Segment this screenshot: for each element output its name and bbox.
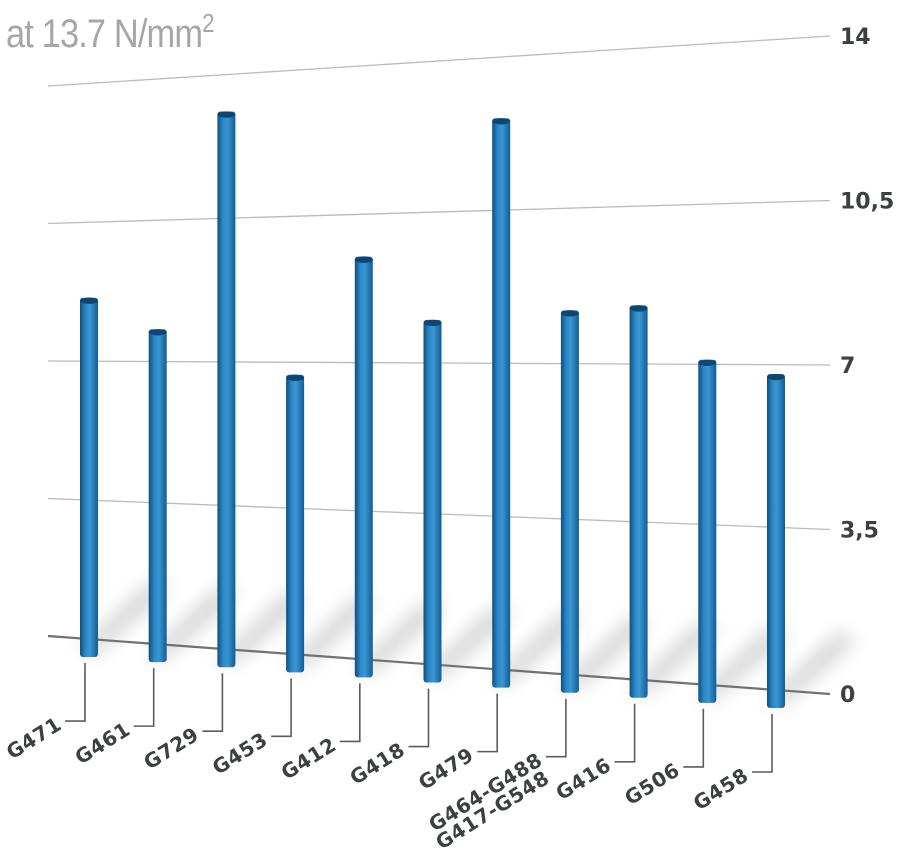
- x-tick-label: G418: [345, 737, 409, 789]
- bar-cap: [354, 256, 373, 263]
- x-tick-label: G461: [71, 717, 135, 769]
- bar-cap: [560, 310, 579, 317]
- bar-shadow: [767, 633, 856, 702]
- y-tick-label: 0: [840, 683, 855, 708]
- bar-shadow: [148, 588, 238, 657]
- chart-title-text: at 13.7 N/mm: [6, 12, 203, 56]
- x-tick-leader: [614, 703, 636, 763]
- bar-shadows: [80, 583, 856, 702]
- x-tick-leader: [683, 708, 705, 768]
- bar-shadow: [698, 628, 788, 697]
- bar-cap: [80, 297, 98, 304]
- bar-cap: [698, 359, 717, 366]
- bar: [148, 329, 167, 663]
- bar: [767, 374, 785, 708]
- bar-cap: [217, 111, 236, 118]
- x-tick-leader: [477, 693, 498, 753]
- bar: [423, 319, 442, 683]
- bar-cap: [423, 319, 442, 327]
- bar-shadow: [629, 623, 719, 692]
- x-tick-leader: [339, 683, 361, 743]
- bar: [560, 310, 579, 693]
- bar-shadow: [423, 608, 513, 677]
- x-tick-label: G412: [277, 732, 341, 784]
- bar-shadow: [492, 613, 582, 682]
- bar-shadow: [80, 583, 169, 652]
- x-tick-label: G416: [552, 753, 616, 805]
- bar: [80, 297, 98, 658]
- bar-cap: [286, 374, 305, 381]
- y-tick-label: 3,5: [840, 519, 879, 544]
- y-tick-label: 7: [840, 354, 855, 379]
- bar-cap: [629, 305, 648, 312]
- y-axis-ticks: 0 3,5 7 10,5 14: [840, 25, 894, 708]
- x-tick-label: G453: [208, 727, 272, 779]
- x-tick-label: G479: [414, 743, 478, 795]
- x-tick-leader: [133, 668, 155, 727]
- y-tick-label: 14: [840, 25, 871, 50]
- x-tick-leader: [545, 698, 567, 758]
- x-axis-ticks: G471 G461 G729 G453 G412 G418 G479G464-G488G41…: [2, 663, 773, 854]
- grid-line: [47, 35, 831, 87]
- x-tick-label: G471: [2, 712, 66, 764]
- bar-shadow: [354, 603, 444, 672]
- bar: [492, 118, 511, 688]
- bar: [354, 256, 373, 678]
- bar: [629, 305, 648, 698]
- bar-shadow: [286, 598, 376, 667]
- x-tick-label: G458: [689, 763, 753, 815]
- bar-cap: [492, 118, 511, 125]
- x-tick-leader: [202, 673, 224, 733]
- x-tick-label: G729: [139, 722, 203, 774]
- bars: [80, 111, 785, 708]
- chart-title: at 13.7 N/mm2: [6, 8, 215, 57]
- bar-cap: [767, 373, 785, 381]
- bar: [286, 374, 305, 673]
- chart-title-superscript: 2: [202, 8, 214, 38]
- bar: [217, 111, 236, 668]
- x-tick-leader: [271, 678, 292, 738]
- y-tick-label: 10,5: [840, 190, 894, 215]
- x-tick-leader: [65, 663, 86, 722]
- bar-cap: [148, 329, 167, 336]
- x-tick-label: G506: [620, 758, 684, 810]
- bar-shadow: [217, 593, 307, 662]
- x-tick-leader: [752, 713, 773, 773]
- bar: [698, 359, 717, 703]
- bar-shadow: [560, 618, 650, 687]
- x-tick-leader: [408, 688, 430, 748]
- grid-line: [47, 199, 831, 225]
